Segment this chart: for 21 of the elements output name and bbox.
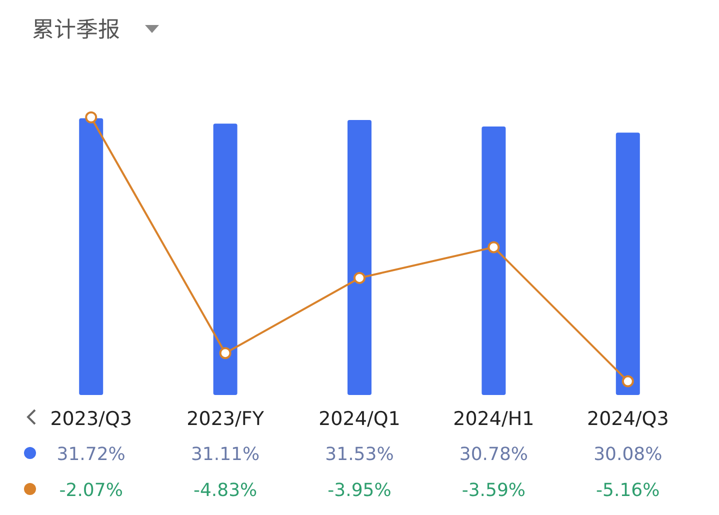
point	[354, 272, 366, 284]
title: 累计季报	[32, 12, 120, 44]
x-tick-label: 2024/H1	[453, 408, 534, 430]
text: -5.16%	[596, 480, 660, 501]
text: -3.59%	[462, 480, 526, 501]
text: -2.07%	[59, 480, 123, 501]
text: 31.72%	[56, 444, 126, 465]
text: 31.53%	[325, 444, 394, 465]
text: -4.83%	[193, 480, 258, 501]
x-tick-label: 2024/Q3	[586, 408, 669, 430]
text: 30.08%	[594, 444, 662, 465]
x-tick-label: 2023/Q3	[50, 408, 132, 430]
text: 30.78%	[459, 444, 528, 465]
text: 31.11%	[190, 444, 260, 465]
point	[622, 375, 634, 388]
point	[85, 111, 98, 124]
point	[488, 241, 500, 254]
text: -3.95%	[328, 480, 392, 501]
x-tick-label: 2024/Q1	[318, 408, 400, 430]
point	[219, 347, 232, 360]
x-tick-label: 2023/FY	[186, 408, 264, 430]
